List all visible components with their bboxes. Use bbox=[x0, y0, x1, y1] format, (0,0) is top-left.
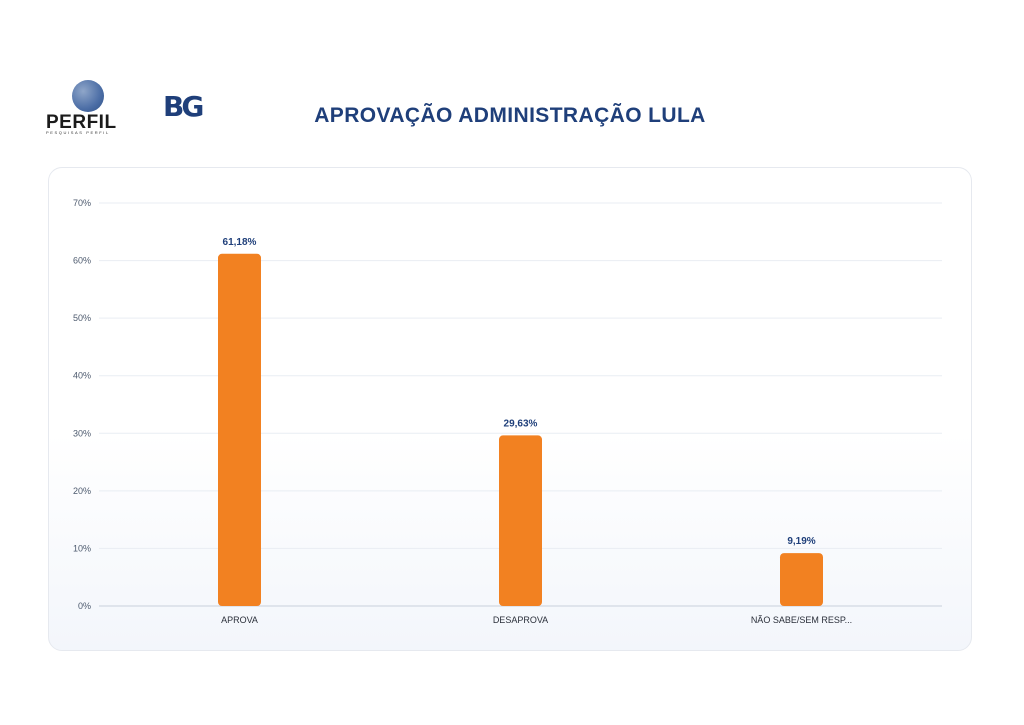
y-tick-label: 50% bbox=[73, 313, 91, 323]
data-label: 9,19% bbox=[787, 536, 815, 547]
y-tick-label: 60% bbox=[73, 256, 91, 266]
bar bbox=[499, 435, 542, 606]
perfil-globe-icon bbox=[72, 80, 104, 112]
page-title: APROVAÇÃO ADMINISTRAÇÃO LULA bbox=[0, 104, 1020, 128]
data-label: 61,18% bbox=[223, 237, 257, 248]
perfil-logo: PERFIL PESQUISAS PERFIL bbox=[44, 80, 136, 136]
y-tick-label: 10% bbox=[73, 543, 91, 553]
perfil-logo-text: PERFIL bbox=[46, 112, 117, 133]
perfil-logo-tagline: PESQUISAS PERFIL bbox=[46, 130, 110, 135]
y-tick-label: 0% bbox=[78, 601, 91, 611]
data-label: 29,63% bbox=[504, 418, 538, 429]
y-tick-label: 70% bbox=[73, 198, 91, 208]
y-tick-label: 40% bbox=[73, 371, 91, 381]
x-tick-label: DESAPROVA bbox=[493, 615, 548, 625]
y-tick-label: 20% bbox=[73, 486, 91, 496]
bg-logo: BG bbox=[163, 90, 204, 123]
bar bbox=[780, 553, 823, 606]
x-tick-label: NÃO SABE/SEM RESP... bbox=[751, 615, 852, 625]
bar-chart: 0% 10% 20% 30% 40% 50% 60% 70% 61,18% APROVA 29,63… bbox=[73, 198, 942, 625]
chart-card: 0% 10% 20% 30% 40% 50% 60% 70% 61,18% APROVA 29,63… bbox=[48, 167, 972, 651]
y-tick-label: 30% bbox=[73, 428, 91, 438]
bar bbox=[218, 253, 261, 606]
x-tick-label: APROVA bbox=[221, 615, 258, 625]
page-title-text: APROVAÇÃO ADMINISTRAÇÃO LULA bbox=[314, 104, 706, 127]
header: PERFIL PESQUISAS PERFIL BG APROVAÇÃO ADM… bbox=[0, 0, 1024, 160]
